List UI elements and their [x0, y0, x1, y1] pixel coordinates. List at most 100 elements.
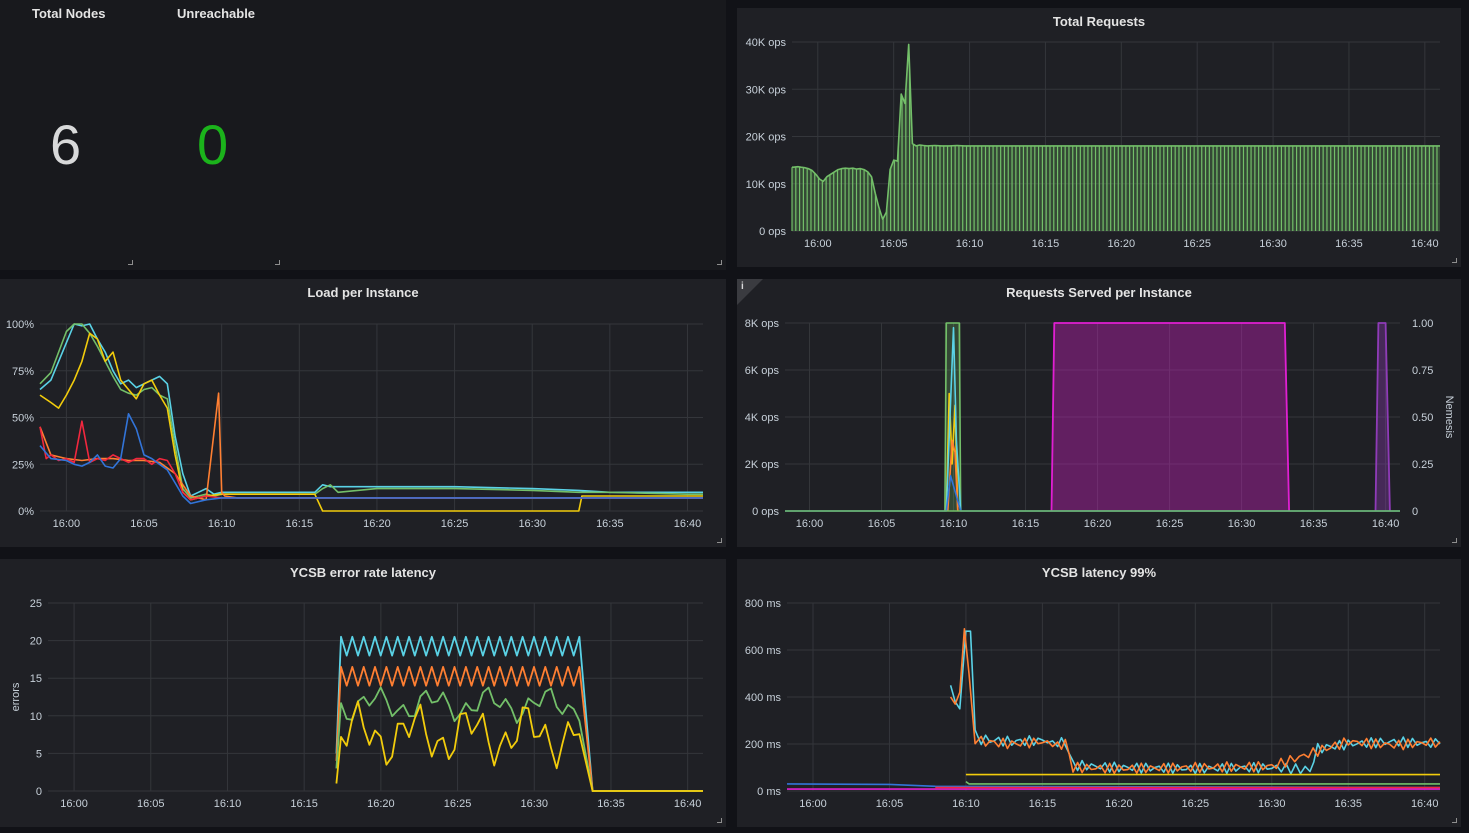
y-tick-label: 20 — [30, 636, 42, 648]
y2-tick-label: 0.50 — [1412, 412, 1433, 424]
x-tick-label: 16:10 — [956, 238, 984, 250]
y2-tick-label: 1.00 — [1412, 318, 1433, 330]
y-tick-label: 0 ms — [757, 786, 781, 798]
info-icon[interactable]: i — [741, 281, 744, 292]
y-tick-label: 0 ops — [752, 506, 779, 518]
y-tick-label: 0 ops — [759, 226, 786, 238]
x-tick-label: 16:15 — [1032, 238, 1060, 250]
x-tick-label: 16:05 — [130, 518, 158, 530]
x-tick-label: 16:20 — [363, 518, 391, 530]
x-tick-label: 16:15 — [286, 518, 314, 530]
x-tick-label: 16:25 — [441, 518, 469, 530]
x-tick-label: 16:40 — [674, 518, 702, 530]
load-series-line — [39, 323, 703, 499]
x-tick-label: 16:00 — [799, 798, 827, 810]
nemesis-line — [1374, 322, 1391, 512]
x-tick-label: 16:25 — [444, 798, 472, 810]
unreachable-value: 0 — [197, 113, 229, 176]
y-tick-label: 15 — [30, 673, 42, 685]
x-tick-label: 16:35 — [1334, 798, 1362, 810]
requests-served-panel: i Requests Served per Instance 16:00 16:0… — [737, 279, 1461, 547]
x-tick-label: 16:35 — [596, 518, 624, 530]
y-tick-label: 600 ms — [745, 645, 782, 657]
error-series-line — [335, 666, 703, 792]
load-series-line — [39, 413, 703, 505]
error-series-line — [335, 686, 703, 792]
resize-handle[interactable] — [128, 260, 133, 265]
y-tick-label: 40K ops — [746, 37, 787, 49]
panel-title: Requests Served per Instance — [1006, 285, 1192, 300]
x-tick-label: 16:00 — [804, 238, 832, 250]
x-tick-label: 16:30 — [1228, 518, 1256, 530]
error-series-line — [335, 635, 703, 792]
resize-handle[interactable] — [1452, 818, 1457, 823]
resize-handle[interactable] — [1452, 538, 1457, 543]
ycsb-latency-panel: YCSB latency 99% 16:00 16:05 16:10 16:15 16:… — [737, 559, 1461, 827]
ycsb-errors-chart: 16:00 16:05 16:10 16:15 16:20 16:25 16:30 16:35… — [10, 598, 703, 810]
ycsb-errors-panel: YCSB error rate latency 16:00 16:05 16:10 1… — [0, 559, 726, 827]
resize-handle[interactable] — [717, 538, 722, 543]
y-tick-label: 8K ops — [745, 318, 780, 330]
x-tick-label: 16:15 — [290, 798, 318, 810]
y-tick-label: 2K ops — [745, 459, 780, 471]
latency-series-line — [949, 630, 1441, 775]
y-tick-label: 200 ms — [745, 739, 782, 751]
x-tick-label: 16:40 — [1411, 238, 1439, 250]
x-tick-label: 16:20 — [1084, 518, 1112, 530]
y-tick-label: 25 — [30, 598, 42, 610]
x-tick-label: 16:00 — [53, 518, 81, 530]
x-tick-label: 16:25 — [1183, 238, 1211, 250]
x-tick-label: 16:30 — [520, 798, 548, 810]
info-corner[interactable] — [737, 279, 763, 305]
y-tick-label: 25% — [12, 459, 34, 471]
x-tick-label: 16:25 — [1182, 798, 1210, 810]
x-tick-label: 16:15 — [1029, 798, 1057, 810]
panel-title: YCSB latency 99% — [1041, 565, 1157, 580]
error-series-line — [335, 700, 703, 792]
x-tick-label: 16:10 — [952, 798, 980, 810]
x-tick-label: 16:20 — [1105, 798, 1133, 810]
load-chart: 16:00 16:05 16:10 16:15 16:20 16:25 16:30 16:35… — [6, 319, 703, 530]
x-tick-label: 16:35 — [1300, 518, 1328, 530]
latency-series-line — [965, 780, 1440, 785]
x-tick-label: 16:10 — [940, 518, 968, 530]
y-tick-label: 10K ops — [746, 179, 787, 191]
y-tick-label: 0 — [36, 786, 42, 798]
x-tick-label: 16:15 — [1012, 518, 1040, 530]
x-tick-label: 16:05 — [876, 798, 904, 810]
panel-title: Total Requests — [1052, 14, 1146, 29]
x-tick-label: 16:20 — [1108, 238, 1136, 250]
x-tick-label: 16:20 — [367, 798, 395, 810]
resize-handle[interactable] — [717, 818, 722, 823]
resize-handle[interactable] — [275, 260, 280, 265]
x-tick-label: 16:05 — [880, 238, 908, 250]
latency-series-line — [949, 628, 1441, 775]
served-series-line — [944, 322, 962, 512]
y-tick-label: 6K ops — [745, 365, 780, 377]
served-series-line — [945, 326, 962, 512]
y-tick-label: 800 ms — [745, 598, 782, 610]
load-series-line — [39, 323, 703, 497]
panel-title: Load per Instance — [307, 285, 419, 300]
y2-axis-label: Nemesis — [1443, 396, 1455, 439]
nemesis-line — [1050, 322, 1290, 512]
total-requests-panel: Total Requests 16:00 16:05 16:10 16:15 16:20… — [737, 8, 1461, 267]
x-tick-label: 16:40 — [674, 798, 702, 810]
x-tick-label: 16:10 — [214, 798, 242, 810]
x-tick-label: 16:05 — [137, 798, 165, 810]
y-tick-label: 5 — [36, 748, 42, 760]
y-tick-label: 400 ms — [745, 692, 782, 704]
x-tick-label: 16:35 — [597, 798, 625, 810]
requests-served-chart: 16:00 16:05 16:10 16:15 16:20 16:25 16:30 16:35… — [745, 318, 1455, 530]
resize-handle[interactable] — [1452, 258, 1457, 263]
x-tick-label: 16:35 — [1335, 238, 1363, 250]
requests-line — [792, 43, 1440, 220]
unreachable-title: Unreachable — [177, 6, 256, 21]
y-tick-label: 30K ops — [746, 84, 787, 96]
total-requests-chart: 16:00 16:05 16:10 16:15 16:20 16:25 16:30 16:35… — [746, 37, 1440, 250]
resize-handle[interactable] — [717, 260, 722, 265]
x-tick-label: 16:30 — [518, 518, 546, 530]
total-nodes-title: Total Nodes — [32, 6, 106, 21]
x-tick-label: 16:10 — [208, 518, 236, 530]
y-tick-label: 10 — [30, 711, 42, 723]
